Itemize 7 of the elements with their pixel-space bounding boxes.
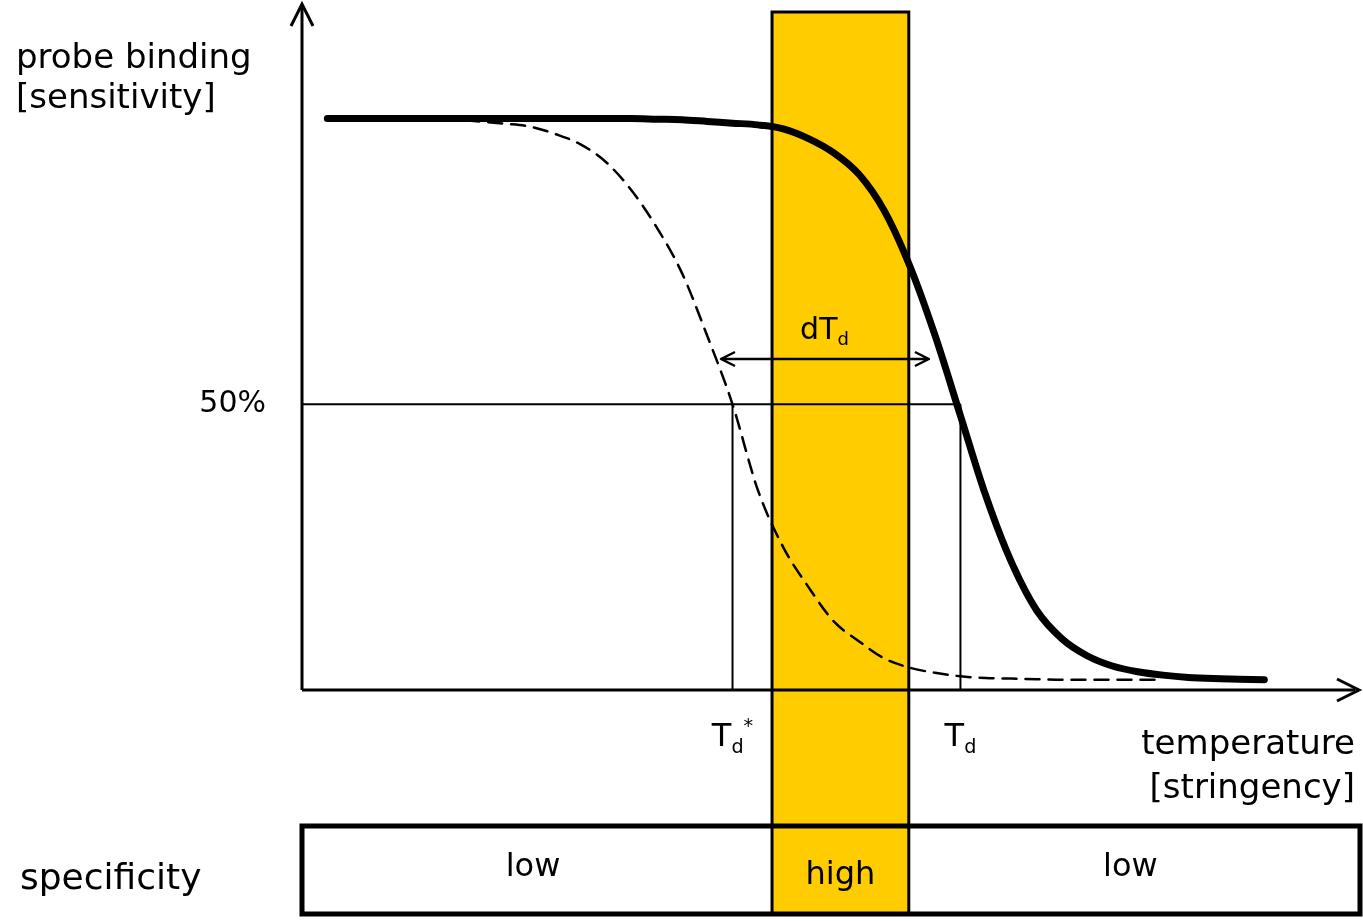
text: specificity: [20, 856, 202, 898]
x-axis-title: temperature [stringency]: [1141, 721, 1355, 808]
text: low: [1103, 846, 1158, 885]
y-axis-title: probe binding [sensitivity]: [16, 36, 252, 116]
text: high: [805, 854, 876, 893]
ref-line-label: 50%: [199, 384, 267, 420]
text: low: [505, 846, 561, 885]
